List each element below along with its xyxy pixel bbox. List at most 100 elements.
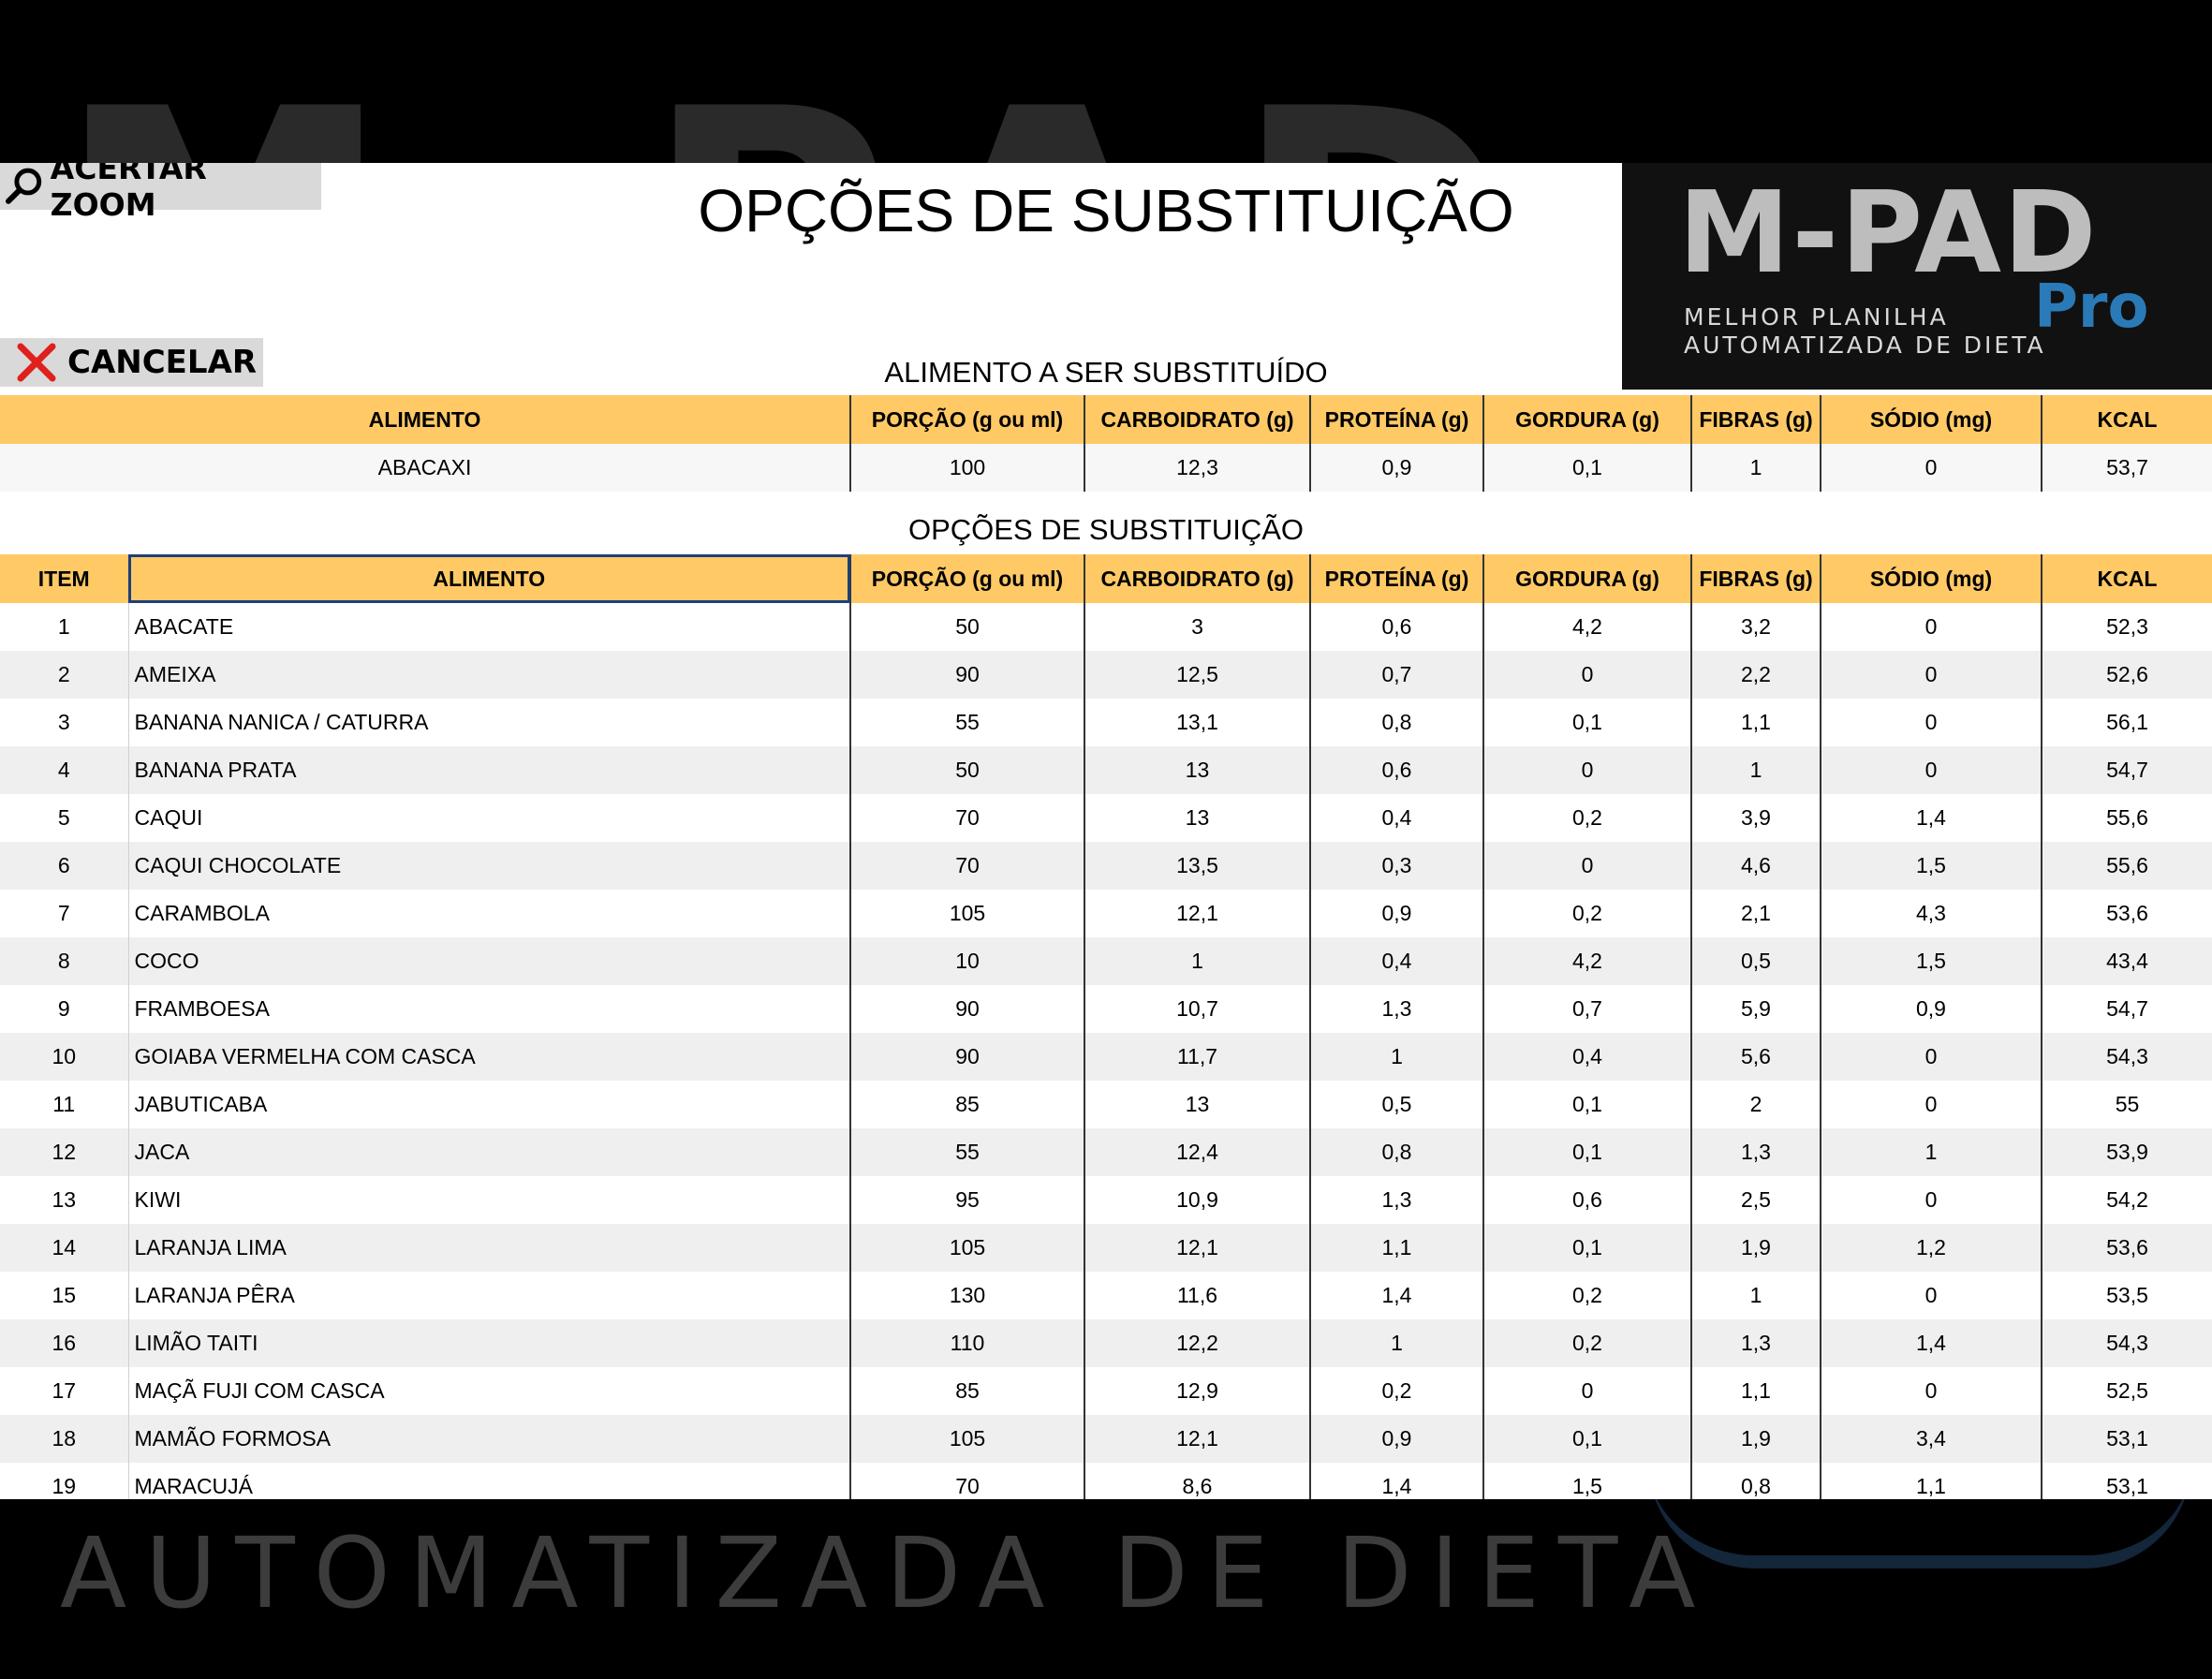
food-name-cell[interactable]: MARACUJÁ (128, 1463, 851, 1499)
table-cell[interactable]: 1,5 (1821, 842, 2042, 890)
table-row[interactable]: 10 GOIABA VERMELHA COM CASCA 90 11,7 1 0,4 5,6… (0, 1033, 2212, 1081)
food-name-cell[interactable]: MAMÃO FORMOSA (128, 1415, 851, 1463)
table-cell[interactable]: 53,6 (2042, 890, 2212, 937)
table-cell[interactable]: 1,5 (1483, 1463, 1692, 1499)
table-row[interactable]: 14 LARANJA LIMA 105 12,1 1,1 0,1 1,9 1,2 53,6 (0, 1224, 2212, 1272)
item-number-cell[interactable]: 9 (0, 985, 129, 1033)
table-cell[interactable]: 3,9 (1691, 794, 1821, 842)
food-name-cell[interactable]: LARANJA LIMA (128, 1224, 851, 1272)
table-cell[interactable]: 1,3 (1310, 985, 1484, 1033)
table-cell[interactable]: 0,7 (1310, 651, 1484, 699)
table-cell[interactable]: 54,3 (2042, 1319, 2212, 1367)
table-cell[interactable]: 0 (1821, 1033, 2042, 1081)
food-name-cell[interactable]: LIMÃO TAITI (128, 1319, 851, 1367)
food-name-cell[interactable]: ABACATE (128, 603, 851, 651)
table-cell[interactable]: 0,5 (1310, 1081, 1484, 1128)
food-name-cell[interactable]: ABACAXI (0, 444, 851, 492)
table-cell[interactable]: 0,4 (1483, 1033, 1692, 1081)
food-name-cell[interactable]: FRAMBOESA (128, 985, 851, 1033)
table-cell[interactable]: 0 (1821, 1081, 2042, 1128)
table-cell[interactable]: 70 (850, 794, 1085, 842)
table-row[interactable]: 5 CAQUI 70 13 0,4 0,2 3,9 1,4 55,6 (0, 794, 2212, 842)
table-cell[interactable]: 10,7 (1084, 985, 1311, 1033)
table-cell[interactable]: 3,2 (1691, 603, 1821, 651)
zoom-fit-button[interactable]: ACERTAR ZOOM (0, 163, 321, 223)
food-name-cell[interactable]: MAÇÃ FUJI COM CASCA (128, 1367, 851, 1415)
table-cell[interactable]: 1,3 (1691, 1128, 1821, 1176)
table-cell[interactable]: 12,5 (1084, 651, 1311, 699)
table-cell[interactable]: 0 (1821, 1367, 2042, 1415)
table-cell[interactable]: 54,7 (2042, 985, 2212, 1033)
table-cell[interactable]: 110 (850, 1319, 1085, 1367)
table-cell[interactable]: 1 (1821, 1128, 2042, 1176)
table-cell[interactable]: 105 (850, 1224, 1085, 1272)
table-row[interactable]: 18 MAMÃO FORMOSA 105 12,1 0,9 0,1 1,9 3,4 53,1 (0, 1415, 2212, 1463)
table-row[interactable]: 2 AMEIXA 90 12,5 0,7 0 2,2 0 52,6 (0, 651, 2212, 699)
table-cell[interactable]: 13,5 (1084, 842, 1311, 890)
table-cell[interactable]: 0 (1483, 1367, 1692, 1415)
table-cell[interactable]: 53,1 (2042, 1463, 2212, 1499)
item-number-cell[interactable]: 1 (0, 603, 129, 651)
table-cell[interactable]: 4,2 (1483, 937, 1692, 985)
table-row[interactable]: 11 JABUTICABA 85 13 0,5 0,1 2 0 55 (0, 1081, 2212, 1128)
table-cell[interactable]: 53,5 (2042, 1272, 2212, 1319)
table-cell[interactable]: 0 (1821, 444, 2042, 492)
table-cell[interactable]: 53,6 (2042, 1224, 2212, 1272)
food-name-cell[interactable]: KIWI (128, 1176, 851, 1224)
table-cell[interactable]: 1 (1691, 1272, 1821, 1319)
food-name-cell[interactable]: BANANA NANICA / CATURRA (128, 699, 851, 746)
table-cell[interactable]: 0,2 (1483, 1272, 1692, 1319)
table-cell[interactable]: 50 (850, 746, 1085, 794)
item-number-cell[interactable]: 6 (0, 842, 129, 890)
food-name-cell[interactable]: LARANJA PÊRA (128, 1272, 851, 1319)
table-cell[interactable]: 0,5 (1691, 937, 1821, 985)
table-row[interactable]: 6 CAQUI CHOCOLATE 70 13,5 0,3 0 4,6 1,5 55,6 (0, 842, 2212, 890)
table-cell[interactable]: 1,3 (1310, 1176, 1484, 1224)
table-cell[interactable]: 11,6 (1084, 1272, 1311, 1319)
table-cell[interactable]: 95 (850, 1176, 1085, 1224)
table-cell[interactable]: 52,3 (2042, 603, 2212, 651)
table-row[interactable]: 1 ABACATE 50 3 0,6 4,2 3,2 0 52,3 (0, 603, 2212, 651)
table-row[interactable]: 19 MARACUJÁ 70 8,6 1,4 1,5 0,8 1,1 53,1 (0, 1463, 2212, 1499)
table-cell[interactable]: 85 (850, 1367, 1085, 1415)
table-cell[interactable]: 0,7 (1483, 985, 1692, 1033)
table-cell[interactable]: 1,4 (1310, 1272, 1484, 1319)
table-cell[interactable]: 0,3 (1310, 842, 1484, 890)
table-cell[interactable]: 4,2 (1483, 603, 1692, 651)
table-cell[interactable]: 56,1 (2042, 699, 2212, 746)
table-cell[interactable]: 0,9 (1821, 985, 2042, 1033)
table-cell[interactable]: 12,4 (1084, 1128, 1311, 1176)
table-cell[interactable]: 12,1 (1084, 890, 1311, 937)
item-number-cell[interactable]: 7 (0, 890, 129, 937)
table-cell[interactable]: 1,9 (1691, 1415, 1821, 1463)
table-cell[interactable]: 1,1 (1691, 699, 1821, 746)
table-cell[interactable]: 53,1 (2042, 1415, 2212, 1463)
table-cell[interactable]: 5,6 (1691, 1033, 1821, 1081)
table-cell[interactable]: 3,4 (1821, 1415, 2042, 1463)
table-cell[interactable]: 2,2 (1691, 651, 1821, 699)
table-cell[interactable]: 13 (1084, 794, 1311, 842)
table-cell[interactable]: 0 (1483, 842, 1692, 890)
table-cell[interactable]: 0 (1821, 699, 2042, 746)
table-cell[interactable]: 13,1 (1084, 699, 1311, 746)
table-row[interactable]: 15 LARANJA PÊRA 130 11,6 1,4 0,2 1 0 53,5 (0, 1272, 2212, 1319)
item-number-cell[interactable]: 11 (0, 1081, 129, 1128)
table-cell[interactable]: 70 (850, 1463, 1085, 1499)
table-cell[interactable]: 54,3 (2042, 1033, 2212, 1081)
table-cell[interactable]: 1,1 (1821, 1463, 2042, 1499)
table-cell[interactable]: 0,9 (1310, 890, 1484, 937)
table-cell[interactable]: 0,1 (1483, 1224, 1692, 1272)
food-name-cell[interactable]: JABUTICABA (128, 1081, 851, 1128)
table-cell[interactable]: 0,6 (1310, 746, 1484, 794)
table-cell[interactable]: 10 (850, 937, 1085, 985)
item-number-cell[interactable]: 2 (0, 651, 129, 699)
table-cell[interactable]: 10,9 (1084, 1176, 1311, 1224)
table-row[interactable]: 13 KIWI 95 10,9 1,3 0,6 2,5 0 54,2 (0, 1176, 2212, 1224)
table-cell[interactable]: 85 (850, 1081, 1085, 1128)
food-name-cell[interactable]: GOIABA VERMELHA COM CASCA (128, 1033, 851, 1081)
table-cell[interactable]: 0,2 (1483, 1319, 1692, 1367)
table-row[interactable]: 16 LIMÃO TAITI 110 12,2 1 0,2 1,3 1,4 54,3 (0, 1319, 2212, 1367)
table-cell[interactable]: 1 (1691, 746, 1821, 794)
item-number-cell[interactable]: 13 (0, 1176, 129, 1224)
table-cell[interactable]: 12,1 (1084, 1415, 1311, 1463)
